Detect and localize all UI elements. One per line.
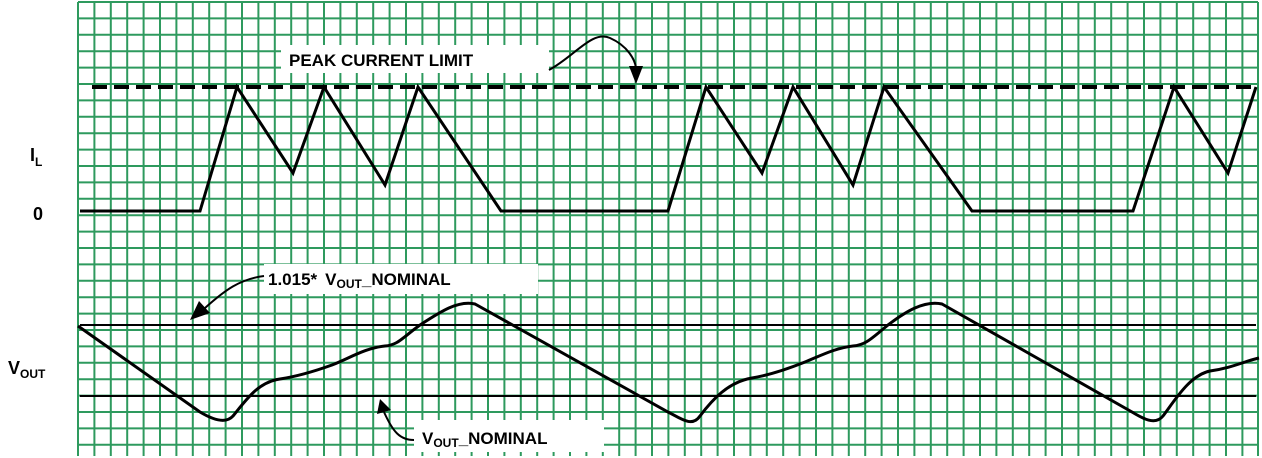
upper-threshold-prefix: 1.015*	[268, 270, 318, 289]
upper-threshold-label-bg	[264, 264, 538, 294]
peak-arrow-head	[629, 66, 643, 84]
nominal-v: V	[422, 429, 434, 448]
vout-sub: OUT	[20, 367, 46, 381]
il-sub: L	[35, 155, 42, 169]
vout-main: V	[8, 358, 20, 378]
upper-threshold-label: 1.015* VOUT_NOMINAL	[268, 270, 451, 291]
il-main: I	[30, 145, 35, 165]
nominal-suffix: _NOMINAL	[458, 429, 548, 448]
upper-threshold-v: V	[325, 270, 337, 289]
nominal-arrow-head	[377, 399, 391, 414]
upper-threshold-arrow-head	[190, 301, 210, 320]
upper-threshold-sub: OUT	[337, 277, 363, 291]
inductor-current-axis-label: IL	[30, 145, 42, 169]
peak-label-bg	[281, 45, 549, 73]
nominal-label-bg	[414, 420, 604, 452]
nominal-arrow	[383, 411, 415, 441]
grid	[77, 1, 1259, 456]
peak-current-limit-label: PEAK CURRENT LIMIT	[289, 51, 474, 70]
nominal-label: VOUT_NOMINAL	[422, 429, 547, 450]
upper-threshold-arrow	[204, 275, 265, 309]
upper-threshold-suffix: _NOMINAL	[361, 270, 451, 289]
zero-axis-label: 0	[33, 204, 43, 224]
output-voltage-axis-label: VOUT	[8, 358, 46, 381]
output-voltage-trace	[77, 301, 1260, 424]
peak-arrow	[548, 35, 637, 71]
nominal-sub: OUT	[433, 436, 459, 450]
inductor-current-trace	[80, 83, 1258, 213]
